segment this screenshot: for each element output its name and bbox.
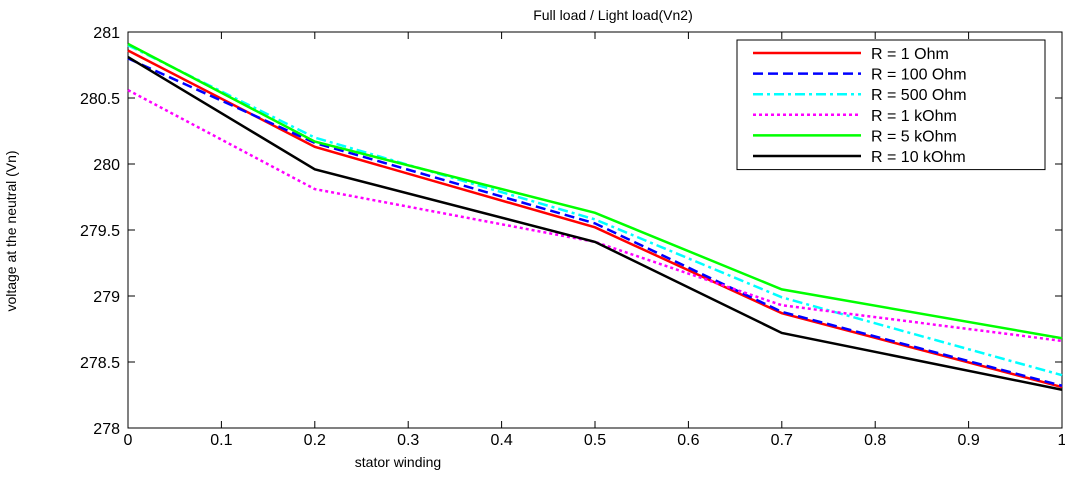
y-axis-label: voltage at the neutral (Vn) — [3, 150, 19, 311]
chart-title: Full load / Light load(Vn2) — [533, 7, 693, 23]
series-line-4 — [127, 88, 1063, 343]
x-tick-label: 0 — [124, 432, 133, 449]
x-tick-label: 0.5 — [584, 432, 606, 449]
legend-label-2: R = 100 Ohm — [871, 67, 967, 84]
x-tick-label: 0.4 — [490, 432, 512, 449]
legend: R = 1 Ohm R = 100 Ohm R = 500 Ohm R = 1 kOh… — [736, 39, 1046, 171]
x-tick-label: 0.2 — [304, 432, 326, 449]
y-tick-label: 280 — [93, 157, 120, 174]
x-tick-label: 1 — [1058, 432, 1065, 449]
x-tick-label: 0.8 — [864, 432, 886, 449]
y-tick-label: 280.5 — [80, 91, 120, 108]
x-axis-label: stator winding — [355, 454, 441, 470]
y-tick-label: 279.5 — [80, 223, 120, 240]
series-line-6 — [127, 56, 1063, 391]
x-tick-label: 0.7 — [771, 432, 793, 449]
legend-label-3: R = 500 Ohm — [871, 87, 967, 104]
legend-box — [736, 39, 1046, 171]
series-group — [127, 42, 1063, 391]
series-line-3 — [127, 44, 1063, 377]
x-tick-label: 0.9 — [957, 432, 979, 449]
legend-label-5: R = 5 kOhm — [871, 128, 957, 145]
y-tick-label: 278.5 — [80, 355, 120, 372]
legend-label-4: R = 1 kOhm — [871, 108, 957, 125]
x-tick-label: 0.6 — [677, 432, 699, 449]
y-tick-label: 278 — [93, 421, 120, 438]
series-line-2 — [127, 57, 1063, 387]
x-tick-label: 0.3 — [397, 432, 419, 449]
legend-label-1: R = 1 Ohm — [871, 46, 949, 63]
y-tick-label: 279 — [93, 289, 120, 306]
series-line-5 — [127, 42, 1063, 340]
x-tick-label: 0.1 — [210, 432, 232, 449]
y-tick-label: 281 — [93, 25, 120, 42]
legend-label-6: R = 10 kOhm — [871, 149, 966, 166]
ticks-group: 0 0.1 0.2 0.3 0.4 0.5 0.6 0.7 0.8 0.9 1 278 278.5 279… — [80, 25, 1065, 449]
